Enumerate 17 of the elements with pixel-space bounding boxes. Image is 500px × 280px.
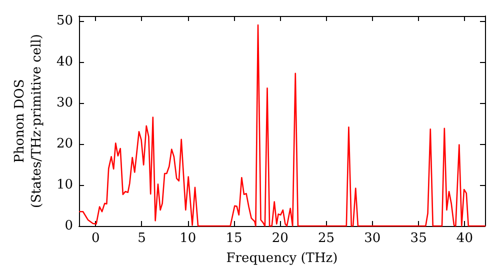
y-tick-label: 0 [64, 218, 73, 234]
y-tick-label: 30 [56, 95, 73, 110]
x-tick-label: 5 [138, 231, 146, 246]
y-tick-label: 50 [56, 13, 73, 28]
y-axis-title: Phonon DOS (States/THz·primitive cell) [12, 34, 45, 208]
x-axis-title: Frequency (THz) [226, 250, 338, 266]
x-tick-label: 35 [410, 231, 427, 246]
y-tick-label: 10 [56, 177, 73, 192]
x-tick-label: 15 [226, 231, 242, 246]
x-tick-label: 20 [272, 231, 288, 246]
y-tick-label: 20 [56, 136, 73, 152]
y-tick-label: 40 [56, 54, 73, 70]
x-tick-label: 40 [456, 231, 473, 246]
x-tick-label: 30 [364, 231, 381, 246]
x-tick-label: 0 [91, 231, 100, 246]
x-tick-label: 25 [318, 231, 335, 246]
x-tick-label: 10 [180, 231, 196, 246]
